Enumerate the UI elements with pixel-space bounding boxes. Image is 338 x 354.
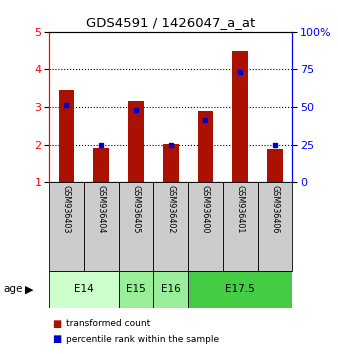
Text: GSM936404: GSM936404 — [97, 185, 106, 233]
FancyBboxPatch shape — [119, 271, 153, 308]
Text: E17.5: E17.5 — [225, 284, 255, 295]
Text: transformed count: transformed count — [66, 319, 150, 329]
Bar — [267, 149, 283, 182]
FancyBboxPatch shape — [119, 182, 153, 271]
Bar — [163, 144, 178, 182]
Text: GSM936406: GSM936406 — [270, 185, 280, 233]
Text: GSM936402: GSM936402 — [166, 185, 175, 234]
FancyBboxPatch shape — [153, 182, 188, 271]
Text: GSM936403: GSM936403 — [62, 185, 71, 233]
Text: age: age — [3, 284, 23, 295]
Bar — [58, 90, 74, 182]
Text: ▶: ▶ — [24, 284, 33, 295]
FancyBboxPatch shape — [223, 182, 258, 271]
Bar — [93, 148, 109, 182]
Text: E14: E14 — [74, 284, 94, 295]
Text: E15: E15 — [126, 284, 146, 295]
FancyBboxPatch shape — [188, 271, 292, 308]
Bar — [198, 111, 213, 182]
FancyBboxPatch shape — [49, 271, 119, 308]
FancyBboxPatch shape — [84, 182, 119, 271]
FancyBboxPatch shape — [188, 182, 223, 271]
Text: ■: ■ — [52, 334, 62, 344]
Bar — [128, 102, 144, 182]
Text: percentile rank within the sample: percentile rank within the sample — [66, 335, 219, 344]
Title: GDS4591 / 1426047_a_at: GDS4591 / 1426047_a_at — [86, 16, 255, 29]
Text: GSM936400: GSM936400 — [201, 185, 210, 233]
Text: E16: E16 — [161, 284, 180, 295]
Text: GSM936405: GSM936405 — [131, 185, 140, 234]
Bar — [233, 51, 248, 182]
Text: GSM936401: GSM936401 — [236, 185, 245, 233]
FancyBboxPatch shape — [258, 182, 292, 271]
Text: ■: ■ — [52, 319, 62, 329]
FancyBboxPatch shape — [49, 182, 84, 271]
FancyBboxPatch shape — [153, 271, 188, 308]
